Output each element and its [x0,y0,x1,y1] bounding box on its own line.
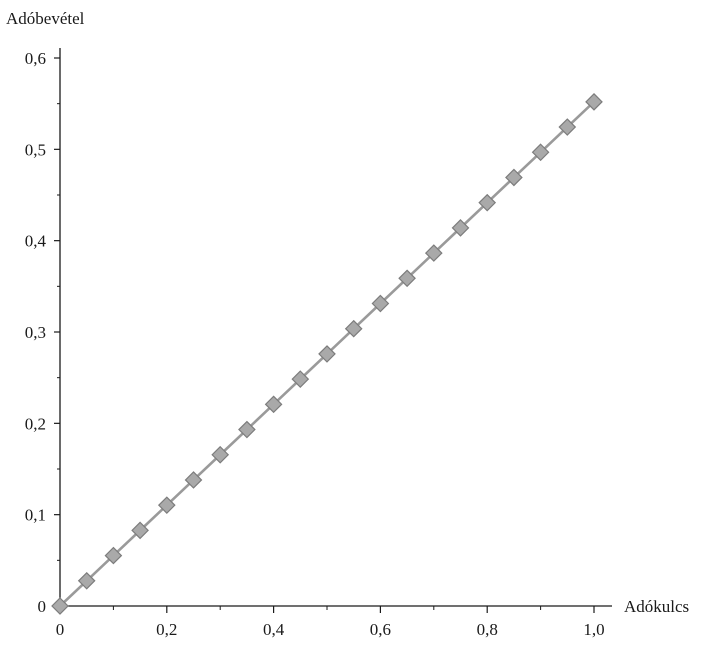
y-tick-label: 0,6 [25,49,46,68]
data-point-marker [505,168,523,187]
data-point-marker [291,370,310,388]
data-point-marker [558,118,577,136]
data-point-marker [211,445,230,464]
x-tick-label: 0,6 [370,620,391,639]
data-point-marker [131,521,149,540]
x-tick-label: 0 [56,620,65,639]
x-tick-label: 1,0 [583,620,604,639]
data-point-marker [478,193,497,212]
data-point-marker [585,92,603,111]
ticks: 0 0,2 0,4 0,6 0,8 1,0 0 0,1 0,2 0,3 0,4 0,5 0,6 [25,49,605,639]
axes [59,48,612,607]
series [51,92,603,615]
x-tick-label: 0,8 [477,620,498,639]
y-tick-label: 0,4 [25,232,47,251]
data-point-marker [451,219,470,237]
y-axis-title: Adóbevétel [6,9,85,28]
data-point-marker [318,345,336,363]
data-point-marker [238,420,256,439]
data-point-marker [77,571,96,590]
data-point-marker [531,143,550,162]
y-tick-label: 0,1 [25,506,46,525]
data-point-marker [104,546,123,565]
x-tick-label: 0,4 [263,620,285,639]
data-point-marker [264,395,283,414]
y-tick-label: 0,3 [25,323,46,342]
data-point-marker [344,319,363,338]
data-point-marker [424,244,443,262]
y-tick-label: 0,2 [25,414,46,433]
x-tick-label: 0,2 [156,620,177,639]
y-tick-label: 0 [38,597,47,616]
data-point-marker [184,471,203,489]
x-axis-title: Adókulcs [624,597,689,616]
data-point-marker [398,269,416,288]
data-point-marker [51,597,69,615]
data-point-marker [371,294,390,313]
y-tick-label: 0,5 [25,140,46,159]
data-point-marker [157,496,176,515]
